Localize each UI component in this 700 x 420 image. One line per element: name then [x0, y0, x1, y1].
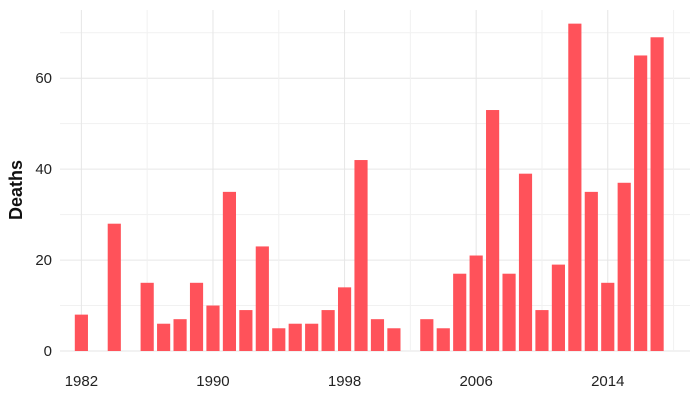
bar-2001 [387, 328, 401, 351]
grid [60, 10, 690, 352]
bar-2015 [617, 182, 631, 351]
bar-1984 [107, 223, 121, 351]
bar-2014 [601, 282, 615, 351]
bar-1987 [157, 323, 171, 351]
bar-1991 [222, 191, 237, 351]
x-tick-label: 2006 [459, 373, 492, 390]
x-tick-label: 1998 [328, 373, 361, 390]
bar-1993 [255, 246, 269, 351]
x-tick-label: 1990 [196, 373, 229, 390]
y-axis-label: Deaths [6, 160, 26, 220]
bar-1982 [74, 314, 88, 351]
bar-2007 [486, 110, 500, 351]
bar-2003 [420, 319, 434, 351]
y-tick-label: 20 [35, 252, 52, 269]
x-axis-ticks: 1982 1990 1998 2006 2014 [65, 373, 625, 390]
bar-1999 [354, 160, 368, 351]
x-tick-label: 1982 [65, 373, 98, 390]
bar-2008 [502, 273, 516, 351]
bar-2005 [453, 273, 467, 351]
bar-2011 [551, 264, 565, 351]
bar-2012 [568, 23, 582, 351]
bar-2016 [634, 55, 648, 351]
bar-1995 [288, 323, 302, 351]
bar-1997 [321, 310, 335, 351]
bar-2004 [436, 328, 450, 351]
bar-2010 [535, 310, 549, 351]
y-tick-label: 40 [35, 161, 52, 178]
bar-1998 [337, 287, 352, 351]
bar-1986 [140, 282, 154, 351]
bar-2006 [469, 255, 483, 351]
bar-2013 [584, 191, 598, 351]
x-tick-label: 2014 [591, 373, 624, 390]
bar-2000 [370, 319, 385, 351]
bar-2017 [650, 37, 664, 351]
bars [74, 23, 664, 351]
bar-1990 [206, 305, 220, 351]
bar-1988 [173, 319, 187, 351]
y-tick-label: 60 [35, 70, 52, 87]
y-axis-ticks: 0 20 40 60 [35, 70, 52, 360]
bar-1989 [189, 282, 204, 351]
bar-1992 [239, 310, 253, 351]
y-tick-label: 0 [44, 343, 52, 360]
bar-1996 [305, 323, 319, 351]
bar-2009 [518, 173, 533, 351]
bar-1994 [272, 328, 286, 351]
